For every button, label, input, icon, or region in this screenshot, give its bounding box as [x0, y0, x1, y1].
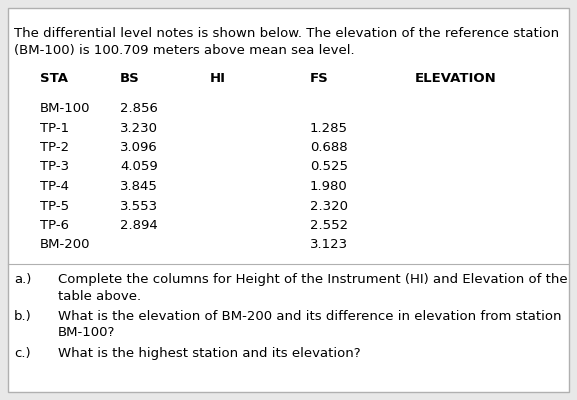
Text: HI: HI: [210, 72, 226, 85]
Text: TP-1: TP-1: [40, 122, 69, 134]
Text: ELEVATION: ELEVATION: [415, 72, 497, 85]
Text: 3.230: 3.230: [120, 122, 158, 134]
Text: table above.: table above.: [58, 290, 141, 302]
Text: What is the highest station and its elevation?: What is the highest station and its elev…: [58, 347, 361, 360]
Text: BM-100?: BM-100?: [58, 326, 115, 340]
Text: What is the elevation of BM-200 and its difference in elevation from station: What is the elevation of BM-200 and its …: [58, 310, 561, 323]
Text: 3.845: 3.845: [120, 180, 158, 193]
Text: 3.096: 3.096: [120, 141, 158, 154]
Text: TP-3: TP-3: [40, 160, 69, 174]
Text: STA: STA: [40, 72, 68, 85]
Text: BM-100: BM-100: [40, 102, 91, 115]
Text: 2.552: 2.552: [310, 219, 348, 232]
Text: TP-2: TP-2: [40, 141, 69, 154]
Text: BS: BS: [120, 72, 140, 85]
Text: 1.980: 1.980: [310, 180, 348, 193]
Text: 2.856: 2.856: [120, 102, 158, 115]
Text: b.): b.): [14, 310, 32, 323]
Text: 4.059: 4.059: [120, 160, 158, 174]
Text: TP-6: TP-6: [40, 219, 69, 232]
Text: FS: FS: [310, 72, 329, 85]
FancyBboxPatch shape: [8, 8, 569, 392]
Text: 3.123: 3.123: [310, 238, 348, 252]
Text: c.): c.): [14, 347, 31, 360]
Text: 1.285: 1.285: [310, 122, 348, 134]
Text: The differential level notes is shown below. The elevation of the reference stat: The differential level notes is shown be…: [14, 27, 559, 40]
Text: 2.320: 2.320: [310, 200, 348, 212]
Text: BM-200: BM-200: [40, 238, 91, 252]
Text: TP-5: TP-5: [40, 200, 69, 212]
Text: (BM-100) is 100.709 meters above mean sea level.: (BM-100) is 100.709 meters above mean se…: [14, 44, 355, 57]
Text: 0.688: 0.688: [310, 141, 347, 154]
Text: Complete the columns for Height of the Instrument (HI) and Elevation of the: Complete the columns for Height of the I…: [58, 273, 568, 286]
Text: a.): a.): [14, 273, 31, 286]
Text: 0.525: 0.525: [310, 160, 348, 174]
Text: TP-4: TP-4: [40, 180, 69, 193]
Text: 2.894: 2.894: [120, 219, 158, 232]
Text: 3.553: 3.553: [120, 200, 158, 212]
